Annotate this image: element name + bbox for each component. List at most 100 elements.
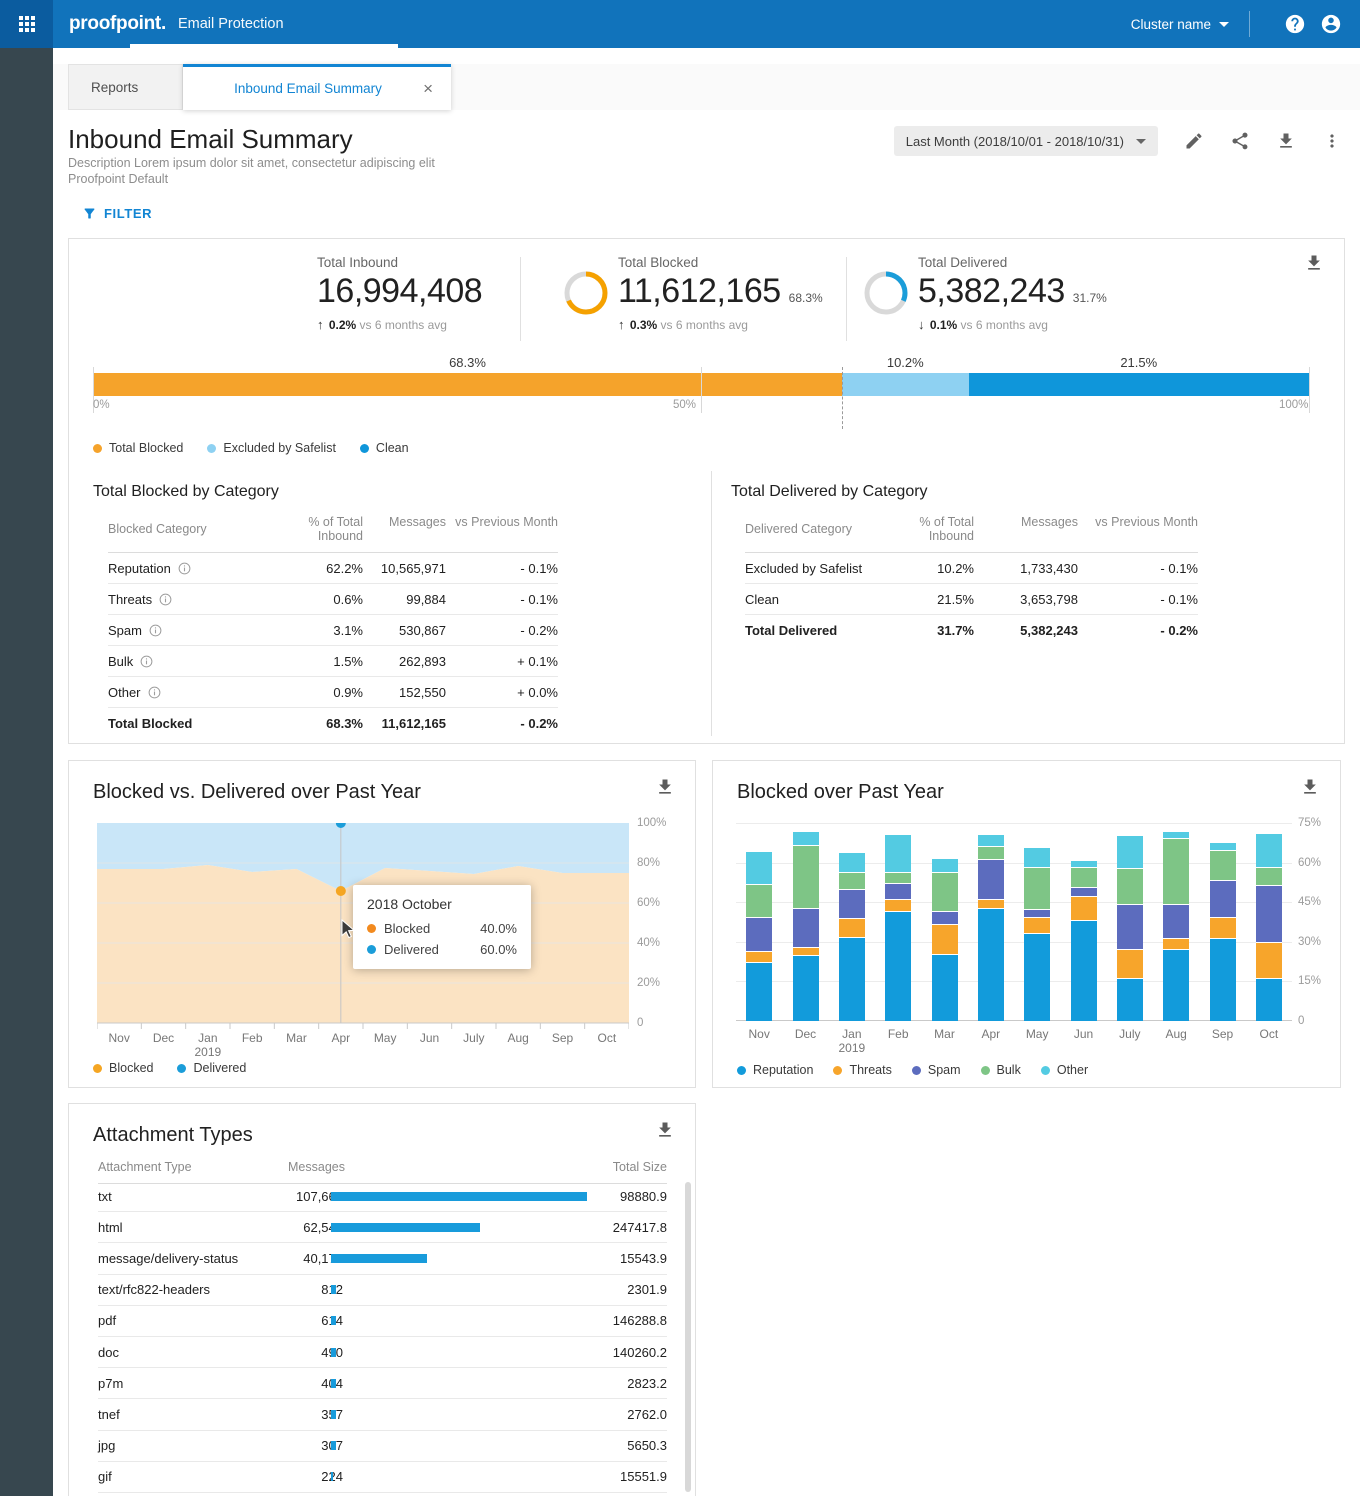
- attachment-type: txt: [98, 1189, 288, 1204]
- more-options-button[interactable]: [1322, 131, 1342, 151]
- bar-segment-spam[interactable]: [839, 890, 865, 919]
- info-icon[interactable]: [178, 562, 191, 575]
- bar-segment-bulk[interactable]: [793, 846, 819, 909]
- bar-segment-spam[interactable]: [1210, 881, 1236, 918]
- bar-segment-bulk[interactable]: [1210, 851, 1236, 881]
- tab-inbound-email-summary[interactable]: Inbound Email Summary ×: [183, 64, 451, 110]
- bar-segment-threats[interactable]: [839, 919, 865, 937]
- bar-segment-other[interactable]: [932, 859, 958, 874]
- bar-segment-other[interactable]: [1071, 861, 1097, 868]
- edit-button[interactable]: [1184, 131, 1204, 151]
- help-icon[interactable]: [1284, 13, 1306, 35]
- info-icon[interactable]: [140, 655, 153, 668]
- bar-segment-threats[interactable]: [1163, 939, 1189, 950]
- attachment-row: html62,546247417.8: [98, 1212, 667, 1243]
- bar-segment-threats[interactable]: [1256, 943, 1282, 979]
- value-cell: 62.2%: [283, 561, 363, 576]
- bar-segment-spam[interactable]: [1071, 888, 1097, 897]
- bar-segment-threats[interactable]: [932, 925, 958, 955]
- bar-segment-reputation[interactable]: [1210, 939, 1236, 1021]
- kpi-total-blocked: Total Blocked 11,612,16568.3% ↑ 0.3% vs …: [618, 255, 823, 332]
- bar-segment-other[interactable]: [1024, 848, 1050, 868]
- attachments-scrollbar[interactable]: [685, 1182, 691, 1492]
- category-label: Total Delivered: [745, 623, 837, 638]
- date-range-selector[interactable]: Last Month (2018/10/01 - 2018/10/31): [894, 126, 1158, 156]
- bar-segment-reputation[interactable]: [1256, 979, 1282, 1021]
- proofpoint-logo: proofpoint.: [69, 13, 166, 35]
- bar-segment-spam[interactable]: [793, 909, 819, 949]
- cluster-selector[interactable]: Cluster name: [1131, 17, 1229, 32]
- bar-segment-other[interactable]: [746, 852, 772, 885]
- bar-segment-spam[interactable]: [1256, 886, 1282, 943]
- bar-segment-bulk[interactable]: [839, 873, 865, 890]
- bar-segment-bulk[interactable]: [1117, 869, 1143, 905]
- account-icon[interactable]: [1320, 13, 1342, 35]
- info-icon[interactable]: [159, 593, 172, 606]
- info-icon[interactable]: [148, 686, 161, 699]
- tab-close-icon[interactable]: ×: [419, 78, 437, 99]
- bar-segment-spam[interactable]: [885, 884, 911, 900]
- axis-tick: [1309, 367, 1310, 413]
- bar-segment-reputation[interactable]: [793, 956, 819, 1021]
- bar-segment-reputation[interactable]: [885, 912, 911, 1021]
- value-cell: - 0.1%: [1078, 592, 1198, 607]
- bar-segment-threats[interactable]: [793, 948, 819, 956]
- bar-segment-threats[interactable]: [746, 952, 772, 963]
- bar-segment-reputation[interactable]: [746, 963, 772, 1021]
- bar-segment-reputation[interactable]: [1071, 921, 1097, 1021]
- attachments-download-icon[interactable]: [655, 1120, 675, 1140]
- bar-segment-reputation[interactable]: [978, 909, 1004, 1021]
- topbar-divider: [1249, 11, 1250, 37]
- attachment-row: text/rfc822-headers8122301.9: [98, 1275, 667, 1306]
- bar-segment-bulk[interactable]: [1163, 839, 1189, 905]
- bar-segment-bulk[interactable]: [1024, 868, 1050, 910]
- share-button[interactable]: [1230, 131, 1250, 151]
- blocked-over-year-card: Blocked over Past Year 75%60%45%30%15%0 …: [712, 760, 1341, 1088]
- bar-segment-reputation[interactable]: [839, 938, 865, 1021]
- bar-segment-spam[interactable]: [1117, 905, 1143, 950]
- bar-segment-reputation[interactable]: [932, 955, 958, 1021]
- bar-segment-bulk[interactable]: [978, 847, 1004, 860]
- app-launcher-button[interactable]: [0, 0, 53, 48]
- bar-segment-spam[interactable]: [932, 912, 958, 925]
- product-name: Email Protection: [178, 16, 284, 32]
- bar-segment-spam[interactable]: [746, 918, 772, 952]
- bar-segment-threats[interactable]: [1071, 897, 1097, 921]
- bar-segment-reputation[interactable]: [1163, 950, 1189, 1021]
- bar-segment-threats[interactable]: [1024, 918, 1050, 934]
- bar-segment-threats[interactable]: [1117, 950, 1143, 979]
- tab-reports[interactable]: Reports: [68, 64, 183, 110]
- bar-segment-reputation[interactable]: [1024, 934, 1050, 1021]
- bar-segment-bulk[interactable]: [1256, 868, 1282, 886]
- bar-segment-threats[interactable]: [978, 900, 1004, 909]
- bar-segment-spam[interactable]: [978, 860, 1004, 900]
- bar-segment-bulk[interactable]: [746, 885, 772, 918]
- bar-segment-other[interactable]: [1117, 836, 1143, 869]
- attachment-row: message/delivery-status40,17315543.9: [98, 1243, 667, 1274]
- bar-segment-other[interactable]: [1210, 843, 1236, 851]
- bar-segment-spam[interactable]: [1024, 910, 1050, 918]
- download-button[interactable]: [1276, 131, 1296, 151]
- distribution-segment-0: [93, 373, 842, 396]
- info-icon[interactable]: [149, 624, 162, 637]
- bar-chart-plot[interactable]: [736, 821, 1292, 1021]
- bar-segment-other[interactable]: [839, 853, 865, 873]
- bar-segment-threats[interactable]: [885, 900, 911, 912]
- bar-segment-other[interactable]: [1163, 832, 1189, 839]
- bar-segment-other[interactable]: [978, 835, 1004, 847]
- bar-segment-other[interactable]: [1256, 834, 1282, 868]
- attachment-row: doc490140260.2: [98, 1337, 667, 1368]
- value-cell: 10,565,971: [363, 561, 446, 576]
- filter-button[interactable]: FILTER: [82, 206, 152, 221]
- bar-segment-bulk[interactable]: [885, 873, 911, 884]
- bar-segment-bulk[interactable]: [1071, 868, 1097, 888]
- bar-segment-reputation[interactable]: [1117, 979, 1143, 1021]
- summary-download-icon[interactable]: [1304, 253, 1324, 273]
- bar-segment-threats[interactable]: [1210, 918, 1236, 939]
- bar-chart-download-icon[interactable]: [1300, 777, 1320, 797]
- bar-segment-bulk[interactable]: [932, 873, 958, 911]
- bar-segment-spam[interactable]: [1163, 905, 1189, 939]
- bar-segment-other[interactable]: [793, 832, 819, 845]
- area-chart-download-icon[interactable]: [655, 777, 675, 797]
- bar-segment-other[interactable]: [885, 835, 911, 873]
